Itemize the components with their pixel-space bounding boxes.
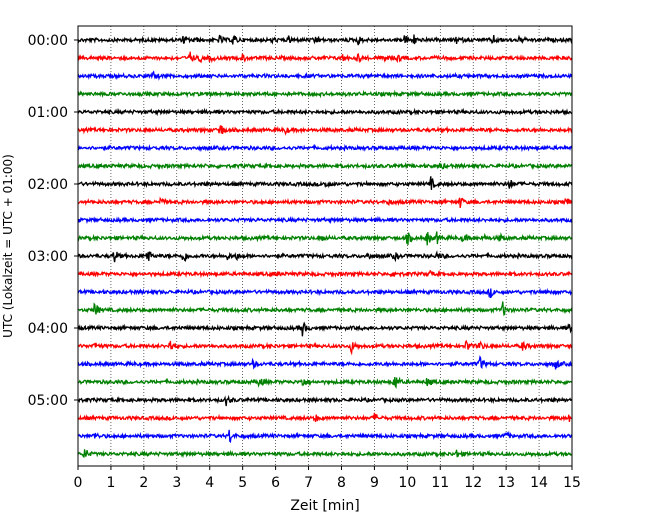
x-tick-label: 15 bbox=[563, 475, 581, 491]
trace-0115 bbox=[77, 124, 573, 136]
trace-0415 bbox=[77, 339, 573, 356]
trace-0230 bbox=[77, 215, 573, 225]
x-tick-label: 9 bbox=[370, 475, 379, 491]
trace-0500 bbox=[77, 394, 573, 407]
trace-0430 bbox=[77, 355, 573, 370]
x-tick-label: 5 bbox=[238, 475, 247, 491]
x-tick-label: 10 bbox=[398, 475, 416, 491]
trace-0215 bbox=[77, 196, 573, 209]
x-tick-label: 2 bbox=[139, 475, 148, 491]
x-tick-label: 4 bbox=[205, 475, 214, 491]
y-tick-label: 04:00 bbox=[28, 321, 68, 337]
plot-frame bbox=[77, 25, 573, 467]
trace-0100 bbox=[77, 107, 573, 117]
x-tick-label: 13 bbox=[497, 475, 515, 491]
y-tick-label: 00:00 bbox=[28, 33, 68, 49]
y-tick-label: 01:00 bbox=[28, 105, 68, 121]
x-axis: 0 1 2 3 4 5 6 7 8 9 10 11 12 13 14 15 bbox=[74, 466, 581, 491]
trace-0015 bbox=[77, 51, 573, 64]
x-tick-label: 7 bbox=[304, 475, 313, 491]
x-tick-label: 0 bbox=[74, 475, 83, 491]
trace-0545 bbox=[77, 449, 573, 459]
x-tick-label: 1 bbox=[106, 475, 115, 491]
trace-0400 bbox=[77, 321, 573, 337]
trace-0330 bbox=[77, 287, 573, 299]
trace-0245 bbox=[77, 231, 573, 246]
trace-0030 bbox=[77, 70, 573, 81]
trace-0000 bbox=[77, 34, 573, 46]
x-tick-label: 8 bbox=[337, 475, 346, 491]
trace-0300 bbox=[77, 250, 573, 263]
y-axis: 00:00 01:00 02:00 03:00 04:00 05:00 bbox=[28, 33, 78, 409]
trace-0045 bbox=[77, 89, 573, 99]
trace-0345 bbox=[77, 301, 573, 317]
y-tick-label: 05:00 bbox=[28, 393, 68, 409]
trace-0200 bbox=[77, 176, 573, 190]
y-tick-label: 03:00 bbox=[28, 249, 68, 265]
trace-0530 bbox=[78, 429, 573, 444]
trace-0315 bbox=[77, 269, 573, 279]
grid-lines bbox=[110, 26, 540, 466]
x-tick-label: 11 bbox=[431, 475, 449, 491]
x-tick-label: 12 bbox=[464, 475, 482, 491]
y-tick-label: 02:00 bbox=[28, 177, 68, 193]
x-tick-label: 14 bbox=[530, 475, 548, 491]
x-axis-label: Zeit [min] bbox=[290, 498, 359, 514]
trace-group bbox=[77, 34, 573, 459]
y-axis-label: UTC (Lokalzeit = UTC + 01:00) bbox=[1, 154, 15, 338]
trace-0145 bbox=[77, 161, 573, 171]
trace-0445 bbox=[77, 376, 573, 389]
x-tick-label: 3 bbox=[172, 475, 181, 491]
x-tick-label: 6 bbox=[271, 475, 280, 491]
trace-0515 bbox=[77, 412, 573, 423]
trace-0130 bbox=[77, 143, 573, 153]
